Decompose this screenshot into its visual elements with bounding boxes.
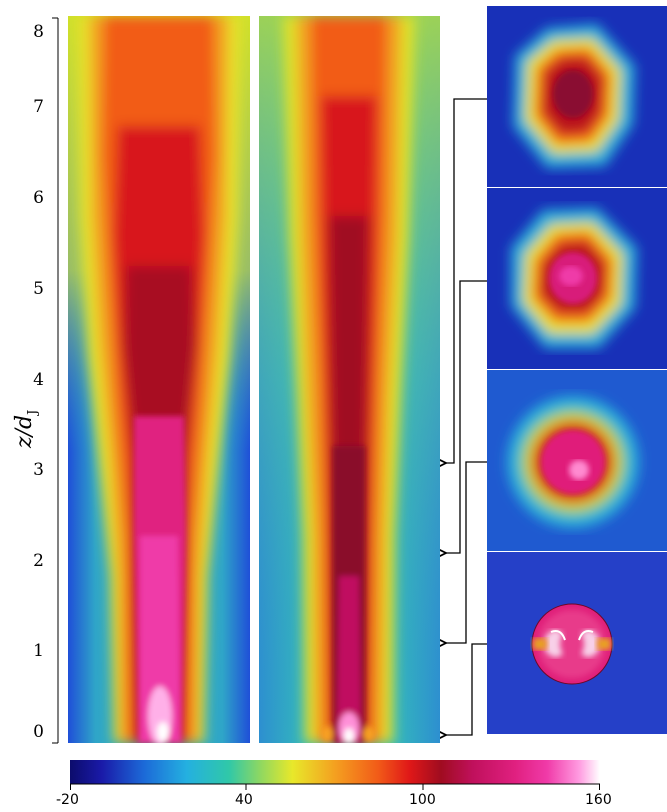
y-tick-label: 2	[33, 551, 44, 571]
y-tick-label: 8	[33, 22, 44, 42]
connector-arrow-z1	[446, 461, 487, 643]
jet-panel-left	[68, 16, 250, 743]
colorbar-tick-label: 100	[409, 792, 436, 808]
cross-section-z2	[487, 188, 667, 369]
colorbar	[70, 760, 600, 790]
colorbar-tick-label: -20	[56, 792, 79, 808]
y-axis	[52, 17, 59, 744]
cross-section-z3	[487, 6, 667, 187]
y-tick-label: 3	[33, 460, 44, 480]
y-axis-label: z/dJ	[12, 409, 41, 448]
cross-section-field-z2	[511, 208, 637, 348]
jet-field-left	[68, 16, 250, 743]
colorbar-tick-label: 40	[235, 792, 253, 808]
y-tick-label: 7	[33, 97, 44, 117]
y-tick-label: 5	[33, 279, 44, 299]
cross-section-field-z1	[507, 396, 639, 528]
y-tick-label: 6	[33, 188, 44, 208]
connector-lines	[440, 98, 487, 750]
colorbar-tick-label: 160	[585, 792, 612, 808]
y-tick-label: 1	[33, 641, 44, 661]
colorbar-gradient	[70, 760, 600, 784]
connector-arrow-z2	[446, 280, 487, 553]
y-tick-label: 0	[33, 722, 44, 742]
cross-section-field-z3	[513, 24, 635, 168]
cross-section-z1	[487, 370, 667, 551]
connector-arrow-z3	[446, 98, 487, 463]
connector-arrow-z0	[446, 643, 487, 735]
cross-section-z0	[487, 552, 667, 734]
jet-field-right	[259, 16, 440, 743]
y-tick-label: 4	[33, 370, 44, 390]
jet-panel-right	[259, 16, 440, 743]
cross-section-field-z0	[531, 603, 613, 685]
